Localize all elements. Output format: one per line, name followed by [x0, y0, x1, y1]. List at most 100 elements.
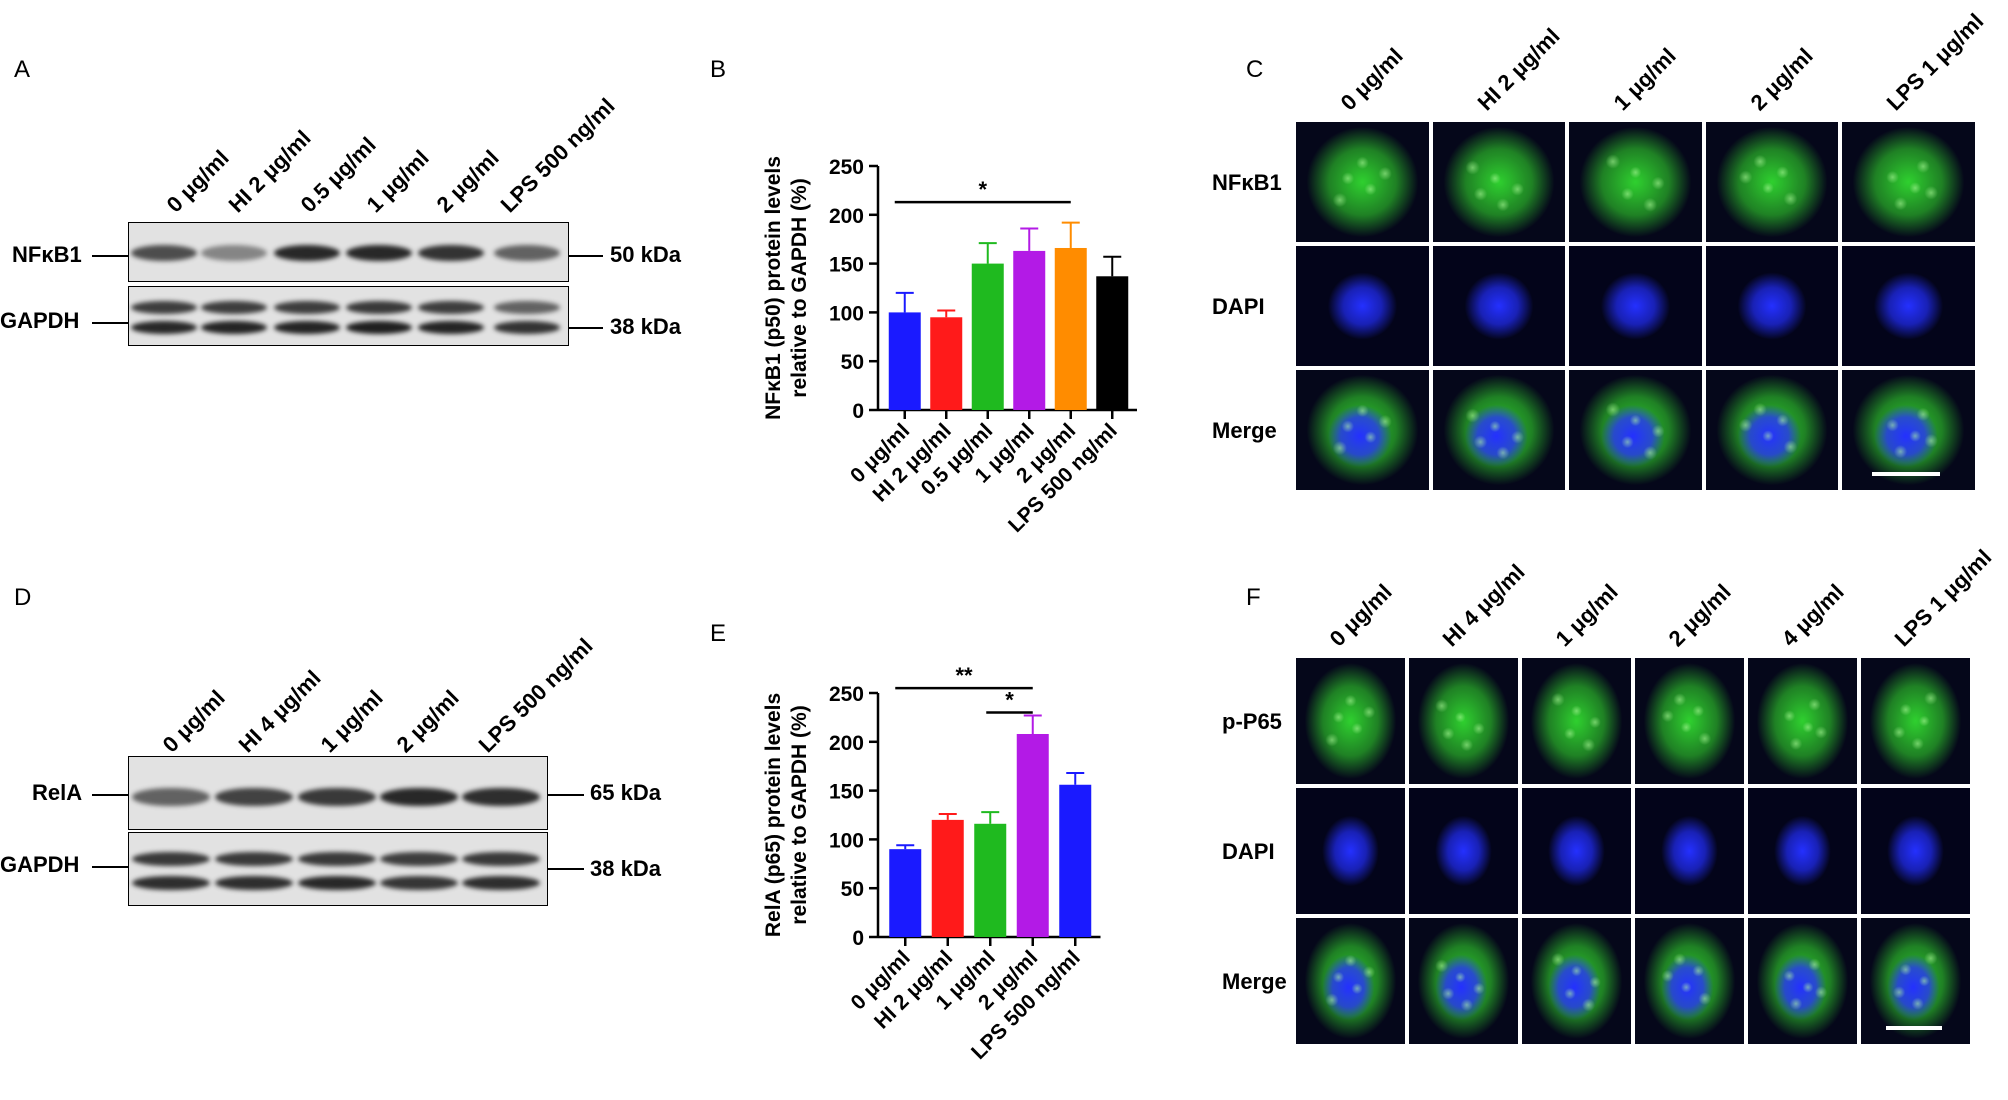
- mic-c-row-label: NFκB1: [1212, 170, 1282, 195]
- blot-band: [298, 852, 376, 866]
- panel-letter-c: C: [1246, 56, 1264, 83]
- blot-a-protein-label: GAPDH: [0, 308, 80, 333]
- bar: [930, 317, 963, 410]
- blot-band: [494, 245, 560, 261]
- blot-a-nfkb1-strip: [128, 222, 569, 282]
- blot-d-lane-label: 0 μg/ml: [157, 685, 230, 758]
- mic-c-image-cell: [1432, 370, 1565, 490]
- blot-a-kda-label: 38 kDa: [610, 314, 681, 339]
- blot-band: [131, 300, 197, 314]
- mic-f-image-cell: [1296, 918, 1405, 1044]
- significance-label: **: [955, 663, 973, 688]
- blot-d-gapdh-strip: [128, 832, 548, 906]
- y-axis-label: relative to GAPDH (%): [788, 178, 811, 397]
- bar: [1096, 276, 1129, 410]
- mic-c-image-cell: [1705, 370, 1838, 490]
- blot-band: [201, 320, 267, 334]
- mic-f-image-cell: [1861, 918, 1970, 1044]
- blot-d-protein-label: GAPDH: [0, 852, 80, 877]
- blot-a-lane-label: 2 μg/ml: [431, 145, 504, 218]
- significance-label: *: [978, 177, 987, 202]
- blot-band: [274, 245, 340, 261]
- mic-c-image-cell: [1432, 122, 1565, 242]
- blot-a-protein-label: NFκB1: [12, 242, 82, 267]
- blot-band: [346, 245, 412, 261]
- blot-d-lane-label: HI 4 μg/ml: [233, 665, 326, 758]
- significance-label: *: [1005, 688, 1014, 713]
- bar: [888, 312, 921, 410]
- blot-band: [201, 300, 267, 314]
- mic-f-column-label: LPS 1 μg/ml: [1889, 544, 1996, 652]
- panel-letter-d: D: [14, 584, 32, 611]
- mic-f-image-cell: [1522, 788, 1631, 914]
- mic-c-row-label: Merge: [1212, 418, 1277, 443]
- mic-c-image-cell: [1296, 122, 1429, 242]
- mic-c-image-cell: [1432, 246, 1565, 366]
- blot-a-kda-tick: [569, 327, 603, 329]
- mic-f-image-cell: [1522, 918, 1631, 1044]
- blot-band: [298, 788, 376, 806]
- panel-letter-f: F: [1246, 584, 1261, 611]
- blot-band: [298, 876, 376, 890]
- mic-c-image-cell: [1296, 246, 1429, 366]
- mic-f-column-label: 2 μg/ml: [1663, 579, 1736, 652]
- mic-f-image-cell: [1296, 658, 1405, 784]
- y-tick-label: 0: [852, 927, 864, 950]
- blot-band: [418, 320, 484, 334]
- mic-c-image-cell: [1705, 246, 1838, 366]
- blot-a-kda-label: 50 kDa: [610, 242, 681, 267]
- y-tick-label: 150: [829, 254, 864, 277]
- blot-d-kda-tick: [548, 794, 584, 796]
- y-tick-label: 200: [829, 205, 864, 228]
- mic-f-image-cell: [1409, 788, 1518, 914]
- mic-c-column-label: 0 μg/ml: [1335, 43, 1409, 116]
- blot-band: [201, 245, 267, 261]
- mic-f-image-cell: [1635, 788, 1744, 914]
- mic-f-image-cell: [1635, 918, 1744, 1044]
- blot-a-protein-tick: [92, 322, 128, 324]
- mic-f-image-cell: [1409, 918, 1518, 1044]
- y-tick-label: 50: [841, 878, 864, 901]
- mic-c-column-label: HI 2 μg/ml: [1472, 23, 1565, 116]
- mic-c-scale-bar: [1872, 472, 1941, 476]
- blot-a-gapdh-strip: [128, 286, 569, 346]
- bar-chart-b: 0 50 100 150 200 250 NFκB1 (p50) protein level…: [762, 156, 1137, 537]
- mic-c-column-label: 1 μg/ml: [1608, 43, 1682, 116]
- blot-band: [131, 320, 197, 334]
- y-tick-label: 50: [841, 351, 864, 374]
- bar: [974, 823, 1007, 937]
- mic-c-column-label: 2 μg/ml: [1745, 43, 1818, 116]
- mic-f-image-cell: [1748, 918, 1857, 1044]
- blot-band: [380, 788, 458, 806]
- mic-f-image-cell: [1748, 658, 1857, 784]
- y-tick-label: 100: [829, 829, 864, 852]
- mic-f-column-label: HI 4 μg/ml: [1437, 559, 1530, 652]
- mic-f-image-cell: [1296, 788, 1405, 914]
- mic-f-row-label: DAPI: [1222, 839, 1275, 864]
- blot-band: [215, 788, 293, 806]
- mic-c-image-cell: [1705, 122, 1838, 242]
- blot-band: [462, 788, 540, 806]
- blot-band: [274, 320, 340, 334]
- mic-f-image-cell: [1861, 658, 1970, 784]
- mic-c-image-cell: [1842, 370, 1975, 490]
- bar: [971, 263, 1004, 410]
- mic-f-image-cell: [1748, 788, 1857, 914]
- blot-d-rela-strip: [128, 756, 548, 830]
- blot-band: [418, 300, 484, 314]
- mic-c-column-label: LPS 1 μg/ml: [1881, 8, 1989, 116]
- blot-d-kda-label: 65 kDa: [590, 780, 661, 805]
- bar: [1054, 247, 1087, 410]
- blot-a-lane-label: LPS 500 ng/ml: [495, 93, 620, 218]
- bar: [1059, 784, 1092, 937]
- blot-band: [274, 300, 340, 314]
- mic-f-row-label: Merge: [1222, 969, 1287, 994]
- y-axis-label: NFκB1 (p50) protein levels: [762, 156, 785, 420]
- blot-band: [494, 320, 560, 334]
- blot-d-lane-label: 1 μg/ml: [315, 685, 388, 758]
- mic-f-column-label: 0 μg/ml: [1324, 579, 1397, 652]
- blot-a-protein-tick: [92, 255, 128, 257]
- mic-c-row-label: DAPI: [1212, 294, 1265, 319]
- blot-d-kda-tick: [548, 868, 584, 870]
- blot-band: [215, 876, 293, 890]
